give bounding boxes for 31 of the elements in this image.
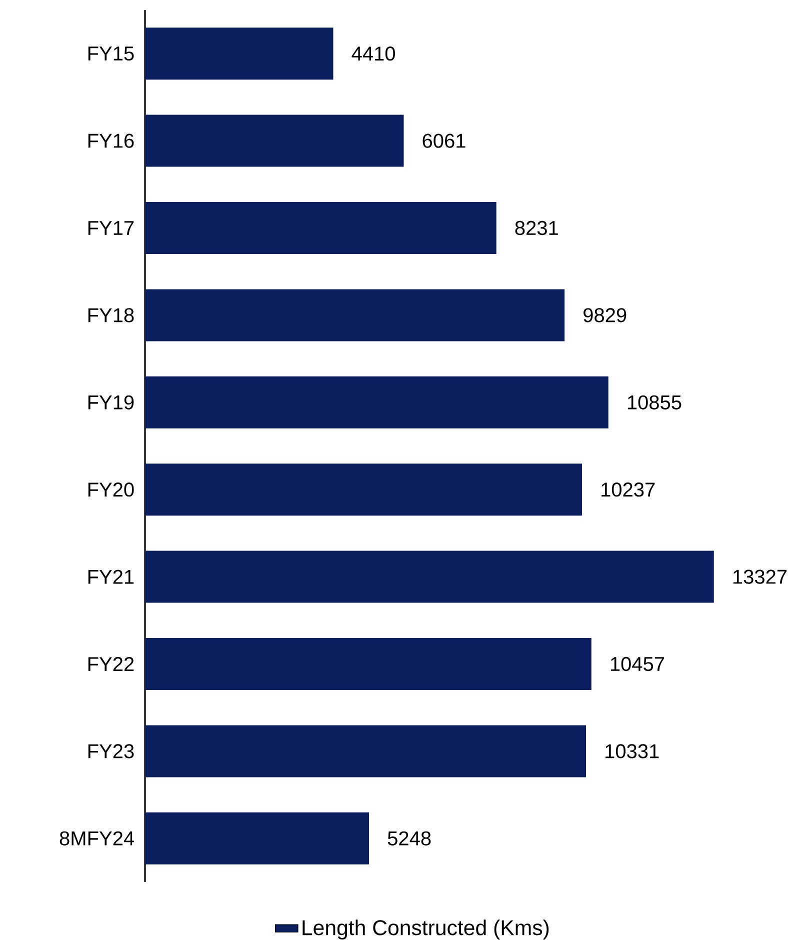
bar [145,550,714,603]
data-label: 9829 [584,308,626,322]
bar [145,464,582,516]
bar [145,376,608,428]
y-tick-label: FY19 [88,395,134,410]
bar [145,812,370,864]
data-label: 5248 [388,831,431,846]
y-tick-label: FY15 [88,46,134,61]
data-label: 4410 [352,46,395,61]
y-tick-label: FY22 [88,657,134,671]
bar [145,638,592,690]
y-tick-label: FY18 [88,308,134,322]
y-tick-label: FY23 [88,744,134,758]
data-label: 8231 [515,220,558,236]
legend-label: Length Constructed (Kms) [302,920,549,940]
bar [145,289,565,342]
y-tick-label: FY20 [88,482,134,497]
bar [145,202,496,254]
data-label: 13327 [733,570,787,584]
y-tick-label: 8MFY24 [60,831,134,846]
y-tick-label: FY17 [88,221,134,235]
bar [145,725,586,778]
y-tick-label: FY21 [88,570,134,584]
y-tick-label: FY16 [88,134,134,148]
data-label: 10457 [610,656,664,672]
bar [145,28,334,80]
data-label: 10237 [602,482,655,497]
data-label: 10331 [606,744,659,758]
bar [145,114,404,167]
data-label: 10855 [628,395,682,410]
data-label: 6061 [422,134,466,148]
